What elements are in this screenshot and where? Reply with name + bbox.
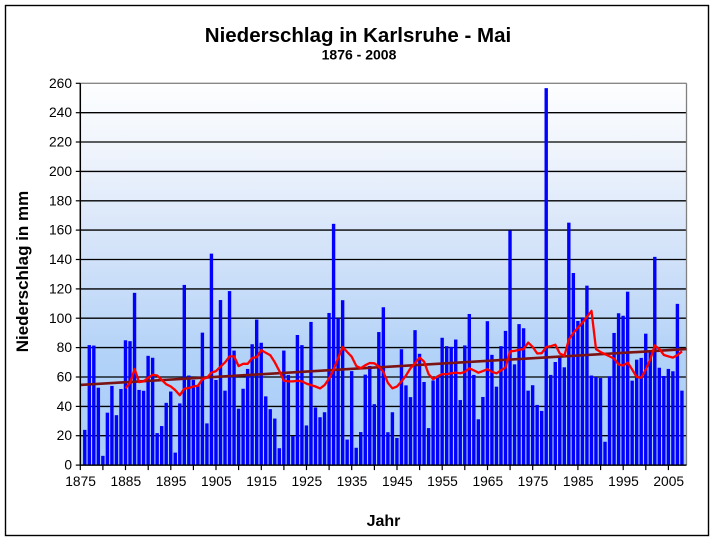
svg-text:80: 80 bbox=[57, 340, 73, 355]
svg-text:140: 140 bbox=[49, 252, 72, 267]
svg-text:1885: 1885 bbox=[110, 474, 141, 489]
svg-text:200: 200 bbox=[49, 164, 72, 179]
svg-text:160: 160 bbox=[49, 223, 72, 238]
svg-text:Jahr: Jahr bbox=[367, 513, 401, 530]
svg-text:1925: 1925 bbox=[291, 474, 322, 489]
svg-text:2005: 2005 bbox=[653, 474, 684, 489]
svg-text:1876 - 2008: 1876 - 2008 bbox=[322, 47, 397, 63]
svg-text:1945: 1945 bbox=[382, 474, 413, 489]
svg-text:40: 40 bbox=[57, 399, 73, 414]
svg-text:260: 260 bbox=[49, 76, 72, 91]
svg-text:180: 180 bbox=[49, 193, 72, 208]
svg-text:1915: 1915 bbox=[246, 474, 277, 489]
svg-text:1985: 1985 bbox=[563, 474, 594, 489]
svg-text:Niederschlag in Karlsruhe - Ma: Niederschlag in Karlsruhe - Mai bbox=[205, 24, 511, 47]
svg-text:100: 100 bbox=[49, 311, 72, 326]
svg-text:220: 220 bbox=[49, 135, 72, 150]
svg-text:1905: 1905 bbox=[201, 474, 232, 489]
svg-text:60: 60 bbox=[57, 370, 73, 385]
svg-text:120: 120 bbox=[49, 281, 72, 296]
svg-text:Niederschlag in mm: Niederschlag in mm bbox=[13, 191, 32, 353]
svg-text:1955: 1955 bbox=[427, 474, 458, 489]
svg-text:240: 240 bbox=[49, 105, 72, 120]
svg-text:1995: 1995 bbox=[608, 474, 639, 489]
svg-text:0: 0 bbox=[64, 458, 72, 473]
svg-text:1965: 1965 bbox=[472, 474, 503, 489]
svg-text:20: 20 bbox=[57, 428, 73, 443]
svg-text:1935: 1935 bbox=[337, 474, 368, 489]
svg-text:1895: 1895 bbox=[156, 474, 187, 489]
svg-text:1875: 1875 bbox=[65, 474, 96, 489]
svg-text:1975: 1975 bbox=[518, 474, 549, 489]
